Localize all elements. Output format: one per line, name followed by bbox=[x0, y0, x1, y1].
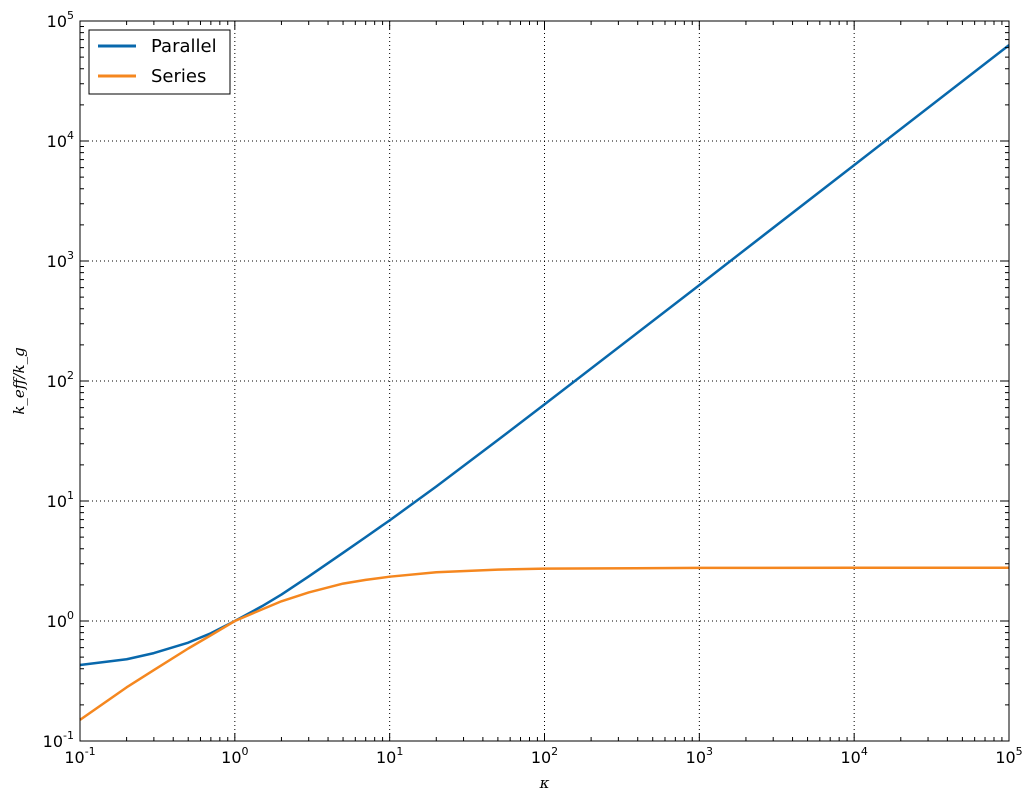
x-tick-label: 103 bbox=[686, 745, 713, 767]
y-tick-label: 101 bbox=[47, 489, 74, 511]
legend-label-series: Series bbox=[151, 66, 206, 87]
series-lines bbox=[79, 44, 1010, 721]
y-tick-label: 100 bbox=[47, 609, 74, 631]
grid bbox=[79, 20, 1010, 742]
x-tick-label: 10-1 bbox=[64, 745, 95, 767]
y-tick-label: 10-1 bbox=[43, 729, 74, 751]
y-axis-label: k_eff/k_g bbox=[10, 347, 28, 414]
x-tick-label: 102 bbox=[531, 745, 558, 767]
y-tick-label: 103 bbox=[47, 249, 74, 271]
y-tick-label: 102 bbox=[47, 369, 74, 391]
legend: Parallel Series bbox=[88, 29, 231, 95]
legend-label-parallel: Parallel bbox=[151, 36, 217, 57]
x-tick-label: 104 bbox=[840, 745, 867, 767]
x-axis-tick-labels: 10-1 100 101 102 103 104 105 bbox=[64, 745, 1022, 767]
y-tick-label: 104 bbox=[47, 129, 74, 151]
series-line-series bbox=[79, 566, 1009, 721]
y-tick-label: 105 bbox=[47, 9, 74, 31]
x-tick-label: 101 bbox=[376, 745, 403, 767]
axis-ticks bbox=[79, 20, 1010, 742]
x-axis-label: κ bbox=[539, 774, 550, 792]
x-tick-label: 105 bbox=[995, 745, 1022, 767]
legend-box bbox=[88, 29, 231, 95]
y-axis-tick-labels: 10-1 100 101 102 103 104 105 bbox=[43, 9, 74, 751]
x-tick-label: 100 bbox=[221, 745, 248, 767]
series-line-parallel bbox=[79, 44, 1010, 667]
